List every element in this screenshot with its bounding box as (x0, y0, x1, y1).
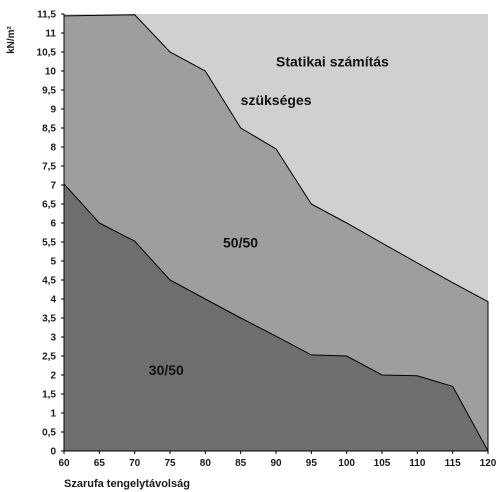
y-tick-label: 3,5 (42, 314, 56, 325)
y-tick-label: 5 (50, 257, 56, 268)
y-tick-label: 4,5 (42, 276, 56, 287)
x-tick-label: 120 (480, 458, 497, 469)
y-tick-label: 4 (50, 295, 56, 306)
y-tick-label: 2 (50, 371, 56, 382)
y-tick-label: 10 (45, 67, 57, 78)
y-tick-label: 8 (50, 143, 56, 154)
annotation-label: Statikai számítás (276, 53, 389, 69)
x-tick-label: 65 (94, 458, 106, 469)
x-tick-label: 75 (164, 458, 176, 469)
y-tick-label: 1,5 (42, 390, 56, 401)
x-tick-label: 70 (129, 458, 141, 469)
y-tick-label: 7,5 (42, 162, 56, 173)
y-tick-label: 11 (45, 29, 56, 40)
x-tick-label: 105 (374, 458, 391, 469)
x-tick-label: 100 (338, 458, 355, 469)
y-tick-label: 1 (50, 409, 56, 420)
y-ticks: 00,511,522,533,544,555,566,577,588,599,5… (37, 10, 64, 458)
x-tick-label: 95 (306, 458, 318, 469)
y-tick-label: 7 (50, 181, 56, 192)
y-tick-label: 8,5 (42, 124, 56, 135)
annotation-label: 30/50 (149, 362, 184, 378)
y-tick-label: 0 (50, 447, 56, 458)
y-tick-label: 6,5 (42, 200, 56, 211)
y-axis-label: kN/m² (6, 25, 17, 53)
y-tick-label: 6 (50, 219, 56, 230)
y-tick-label: 2,5 (42, 352, 56, 363)
y-tick-label: 9 (50, 105, 56, 116)
x-ticks: 60 65 70 75 80 85 90 95 100 105 110 115 120 (58, 451, 497, 469)
y-tick-label: 9,5 (42, 86, 56, 97)
x-tick-label: 80 (200, 458, 212, 469)
x-tick-label: 90 (270, 458, 282, 469)
annotation-label: 50/50 (223, 235, 258, 251)
x-tick-label: 110 (409, 458, 426, 469)
x-tick-label: 115 (445, 458, 462, 469)
y-tick-label: 10,5 (37, 48, 57, 59)
y-tick-label: 11,5 (37, 10, 56, 21)
y-tick-label: 5,5 (42, 238, 56, 249)
x-tick-label: 85 (235, 458, 247, 469)
annotations: Statikai számítás szükséges 50/50 30/50 (149, 53, 389, 378)
y-tick-label: 3 (50, 333, 56, 344)
area-30-50 (63, 182, 489, 452)
annotation-label: szükséges (241, 92, 312, 108)
x-axis-label: Szarufa tengelytávolság (64, 478, 190, 490)
y-tick-label: 0,5 (42, 428, 56, 439)
x-tick-label: 60 (58, 458, 70, 469)
